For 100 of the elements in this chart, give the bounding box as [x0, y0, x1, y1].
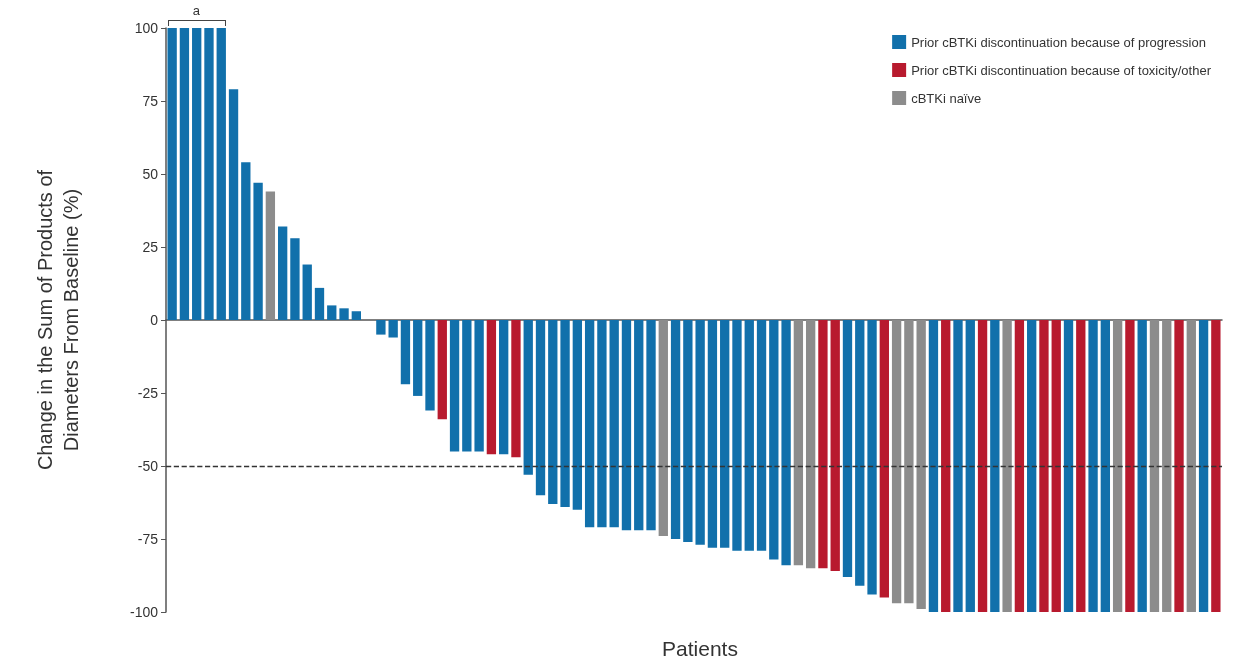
bar	[805, 320, 816, 569]
bar	[818, 320, 828, 569]
y-tick-label: 50	[142, 166, 159, 182]
bar	[1125, 320, 1135, 612]
bar	[928, 320, 939, 612]
bar	[1014, 320, 1025, 612]
bar	[830, 320, 840, 572]
bar	[916, 320, 926, 610]
y-tick-label: -25	[137, 385, 159, 401]
bar	[425, 320, 435, 411]
bar	[192, 28, 202, 320]
bar	[658, 320, 668, 537]
bar	[904, 320, 914, 604]
bar	[1002, 320, 1012, 612]
bar	[1063, 320, 1074, 612]
bar	[781, 320, 791, 566]
bar	[462, 320, 472, 452]
annotation: a	[192, 3, 200, 18]
y-tick-label: -75	[137, 531, 159, 547]
bar	[977, 320, 988, 612]
bar	[634, 320, 644, 531]
bar	[1039, 320, 1049, 612]
legend-label: cBTKi naïve	[911, 90, 982, 106]
bar	[695, 320, 705, 545]
bar	[548, 320, 558, 504]
bar	[1027, 320, 1037, 612]
bar	[179, 28, 190, 320]
bar	[277, 226, 288, 320]
bar	[535, 320, 546, 496]
bar	[1051, 320, 1061, 612]
bar	[597, 320, 607, 528]
bar	[204, 28, 214, 320]
bar	[523, 320, 533, 475]
bar	[793, 320, 804, 566]
bar	[511, 320, 521, 458]
bar	[744, 320, 754, 551]
bar	[1076, 320, 1086, 612]
y-tick-label: 0	[150, 312, 159, 328]
bar	[351, 311, 361, 320]
y-tick-label: -100	[129, 604, 159, 620]
bar	[584, 320, 595, 528]
bar	[388, 320, 398, 338]
bar	[474, 320, 484, 452]
bar	[756, 320, 767, 551]
bar	[609, 320, 619, 528]
bar	[941, 320, 951, 612]
bar	[1112, 320, 1123, 612]
bar	[707, 320, 718, 548]
bar	[670, 320, 681, 539]
bar	[376, 320, 386, 335]
legend-label: Prior cBTKi discontinuation because of toxicity/other	[911, 62, 1212, 78]
bar	[560, 320, 570, 507]
bar	[228, 89, 239, 320]
bar	[499, 320, 509, 455]
bar	[302, 264, 312, 320]
bar	[413, 320, 423, 396]
y-tick-label: 25	[142, 239, 159, 255]
bar	[290, 238, 300, 320]
bar	[891, 320, 902, 604]
bar	[867, 320, 877, 595]
legend-label: Prior cBTKi discontinuation because of progression	[911, 34, 1206, 50]
bar	[314, 287, 325, 320]
bar	[1100, 320, 1111, 612]
bar	[879, 320, 889, 598]
bar	[1162, 320, 1172, 612]
bar	[572, 320, 583, 510]
bar	[720, 320, 730, 548]
bar	[265, 191, 276, 320]
bar	[1174, 320, 1184, 612]
y-axis-title: Change in the Sum of Products of Diameters From Baseline (%)	[34, 169, 82, 471]
bar	[216, 28, 226, 320]
bar	[449, 320, 460, 452]
bar	[1088, 320, 1098, 612]
bar	[167, 28, 177, 320]
bar	[990, 320, 1000, 612]
bar	[953, 320, 963, 612]
y-tick-label: 75	[142, 93, 159, 109]
bar	[855, 320, 865, 586]
x-axis-title: Patients	[662, 637, 738, 660]
bar	[327, 305, 337, 320]
bar	[437, 320, 447, 420]
bar	[646, 320, 656, 531]
bar	[621, 320, 632, 531]
bar	[842, 320, 853, 577]
bar	[1198, 320, 1209, 612]
bar	[1186, 320, 1196, 612]
bar	[683, 320, 693, 542]
bar	[339, 308, 349, 320]
bar	[253, 182, 263, 320]
bar	[1211, 320, 1221, 612]
bar	[1137, 320, 1147, 612]
bar	[965, 320, 975, 612]
bar	[1149, 320, 1160, 612]
y-tick-label: -50	[137, 458, 159, 474]
y-tick-label: 100	[134, 20, 159, 36]
bar	[486, 320, 497, 455]
bar	[769, 320, 779, 560]
bar	[241, 162, 251, 320]
bar	[400, 320, 411, 385]
bar	[732, 320, 742, 551]
